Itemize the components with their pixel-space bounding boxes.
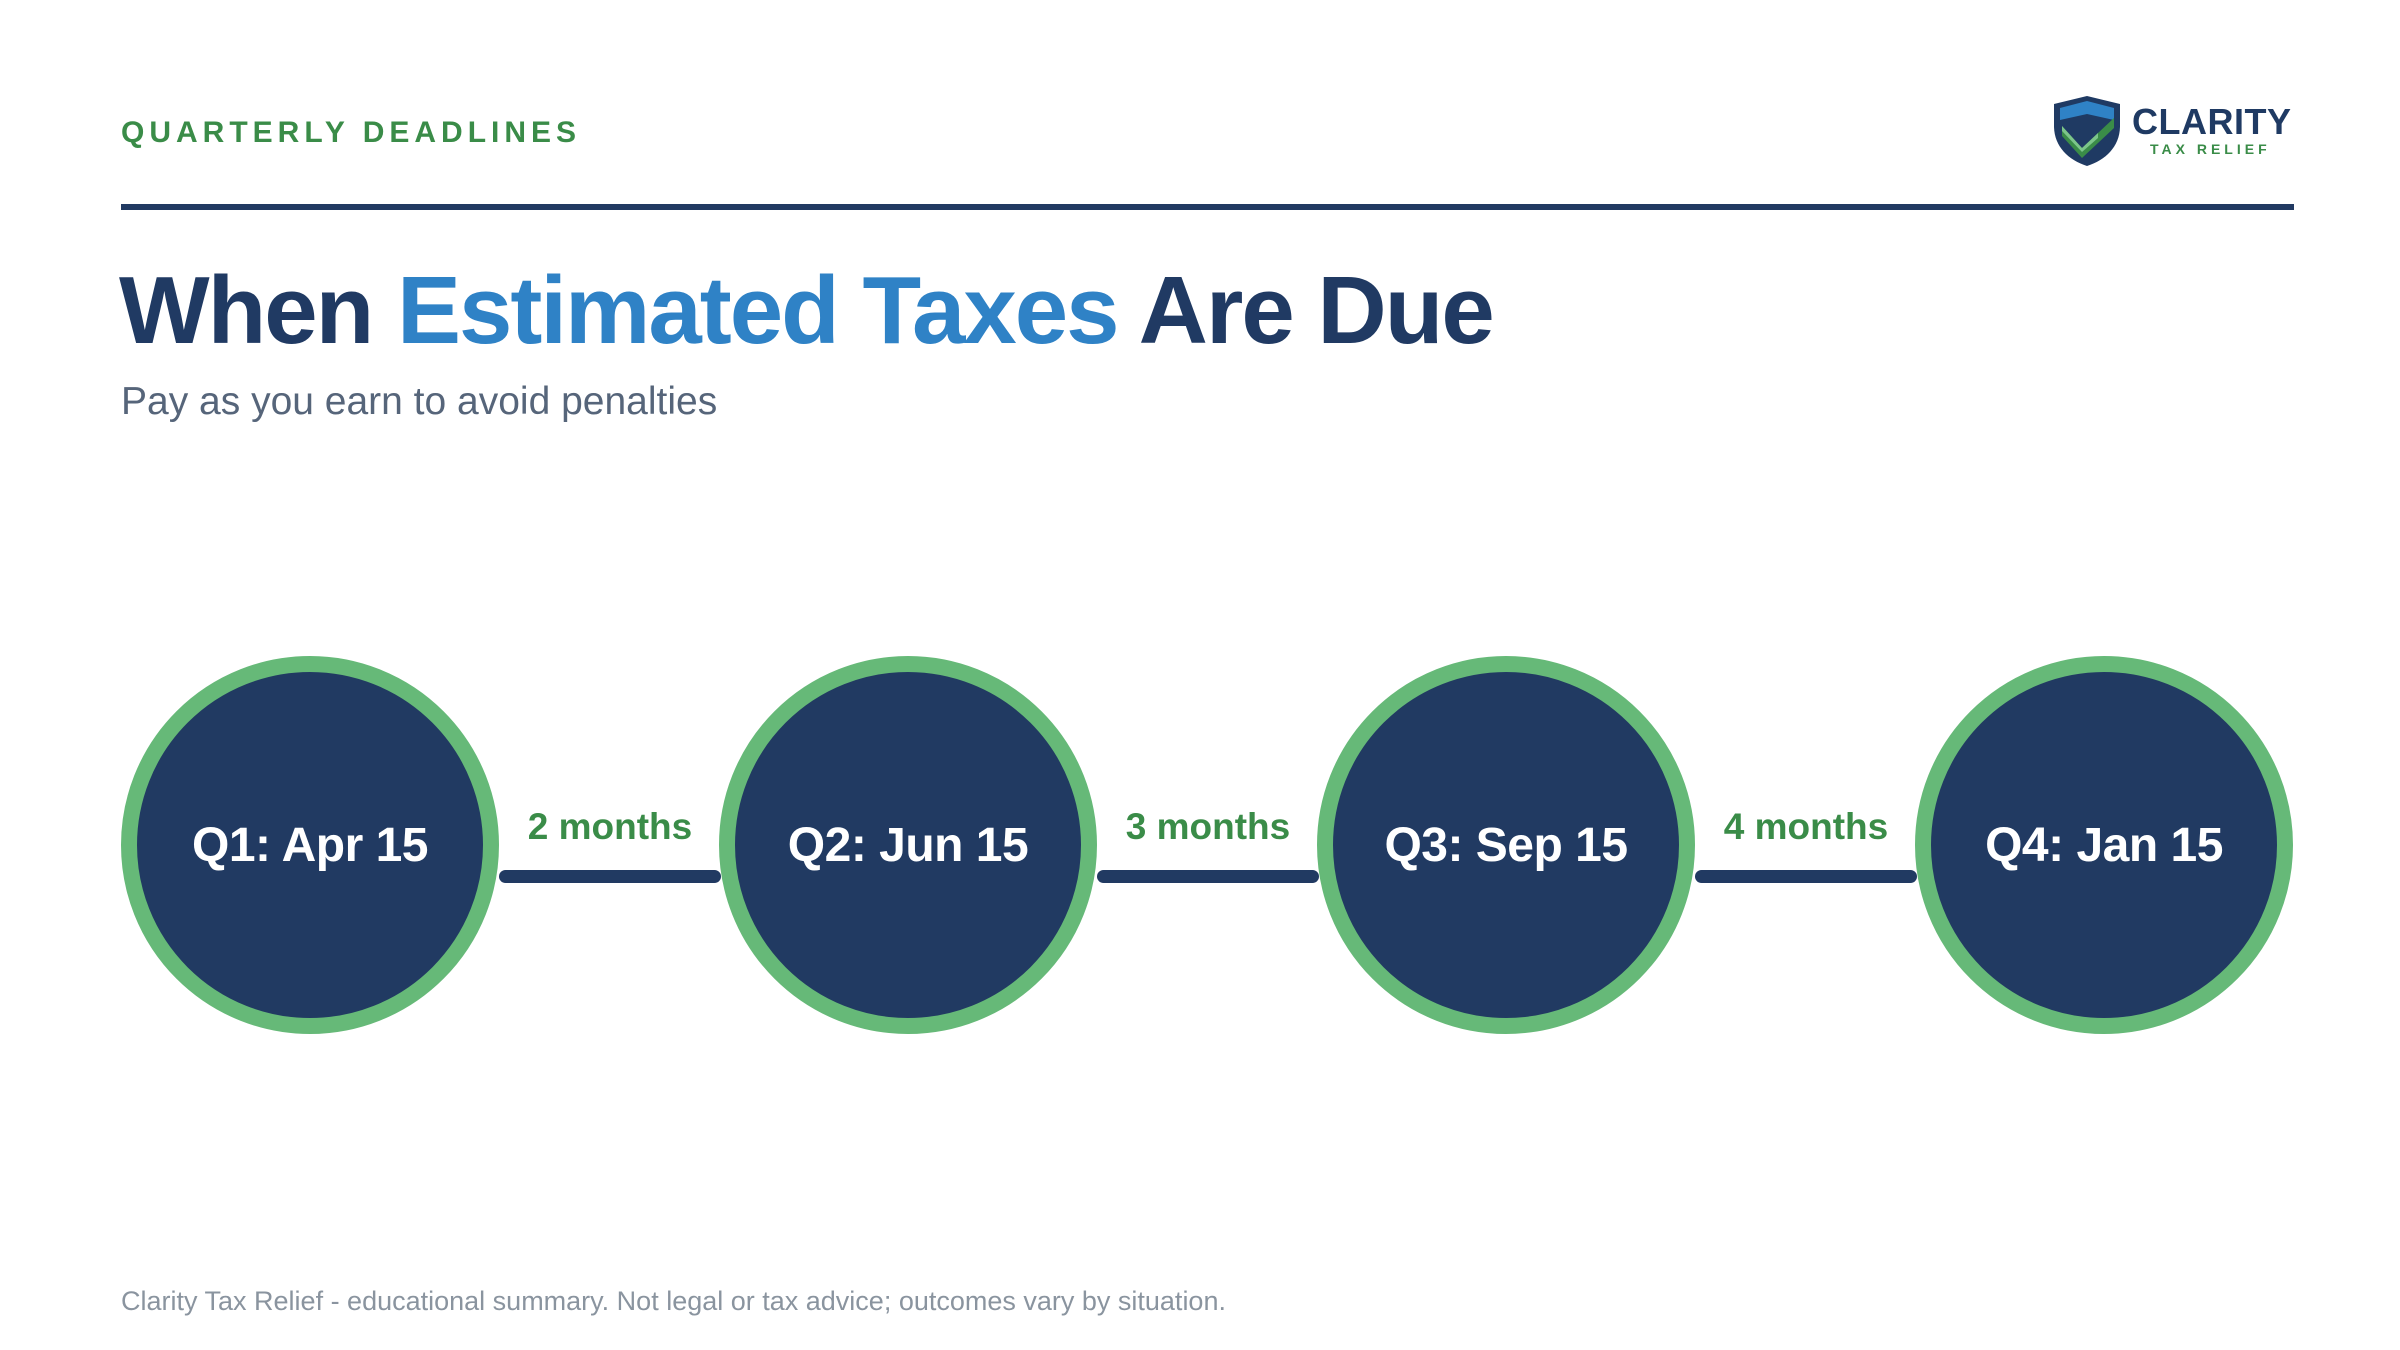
shield-logo-icon <box>2054 96 2120 166</box>
gap-label-q3-q4: 4 months <box>1723 806 1889 847</box>
deadline-node-q4: Q4: Jan 15 <box>1915 656 2293 1034</box>
gap-label-q1-q2: 2 months <box>527 806 693 847</box>
page-title: When Estimated Taxes Are Due <box>119 257 1495 364</box>
title-part-2: Are Due <box>1117 257 1495 364</box>
deadline-node-q1: Q1: Apr 15 <box>121 656 499 1034</box>
connector-q3-q4 <box>1695 870 1917 883</box>
deadline-node-q2: Q2: Jun 15 <box>719 656 1097 1034</box>
deadline-label: Q2: Jun 15 <box>787 818 1029 872</box>
title-part-1: When <box>119 257 397 364</box>
page-subtitle: Pay as you earn to avoid penalties <box>121 380 718 423</box>
connector-q2-q3 <box>1097 870 1319 883</box>
brand-logo: CLARITY TAX RELIEF <box>2048 94 2298 168</box>
section-eyebrow: QUARTERLY DEADLINES <box>121 116 582 149</box>
deadline-label: Q1: Apr 15 <box>192 818 428 872</box>
header-divider <box>121 204 2294 210</box>
logo-tagline: TAX RELIEF <box>2150 141 2271 157</box>
logo-wordmark: CLARITY <box>2132 101 2292 142</box>
deadline-node-q3: Q3: Sep 15 <box>1317 656 1695 1034</box>
disclaimer-footer: Clarity Tax Relief - educational summary… <box>121 1286 1226 1316</box>
connector-q1-q2 <box>499 870 721 883</box>
deadline-label: Q3: Sep 15 <box>1384 818 1628 872</box>
gap-label-q2-q3: 3 months <box>1125 806 1291 847</box>
title-accent: Estimated Taxes <box>396 257 1120 364</box>
deadline-label: Q4: Jan 15 <box>1985 818 2223 872</box>
